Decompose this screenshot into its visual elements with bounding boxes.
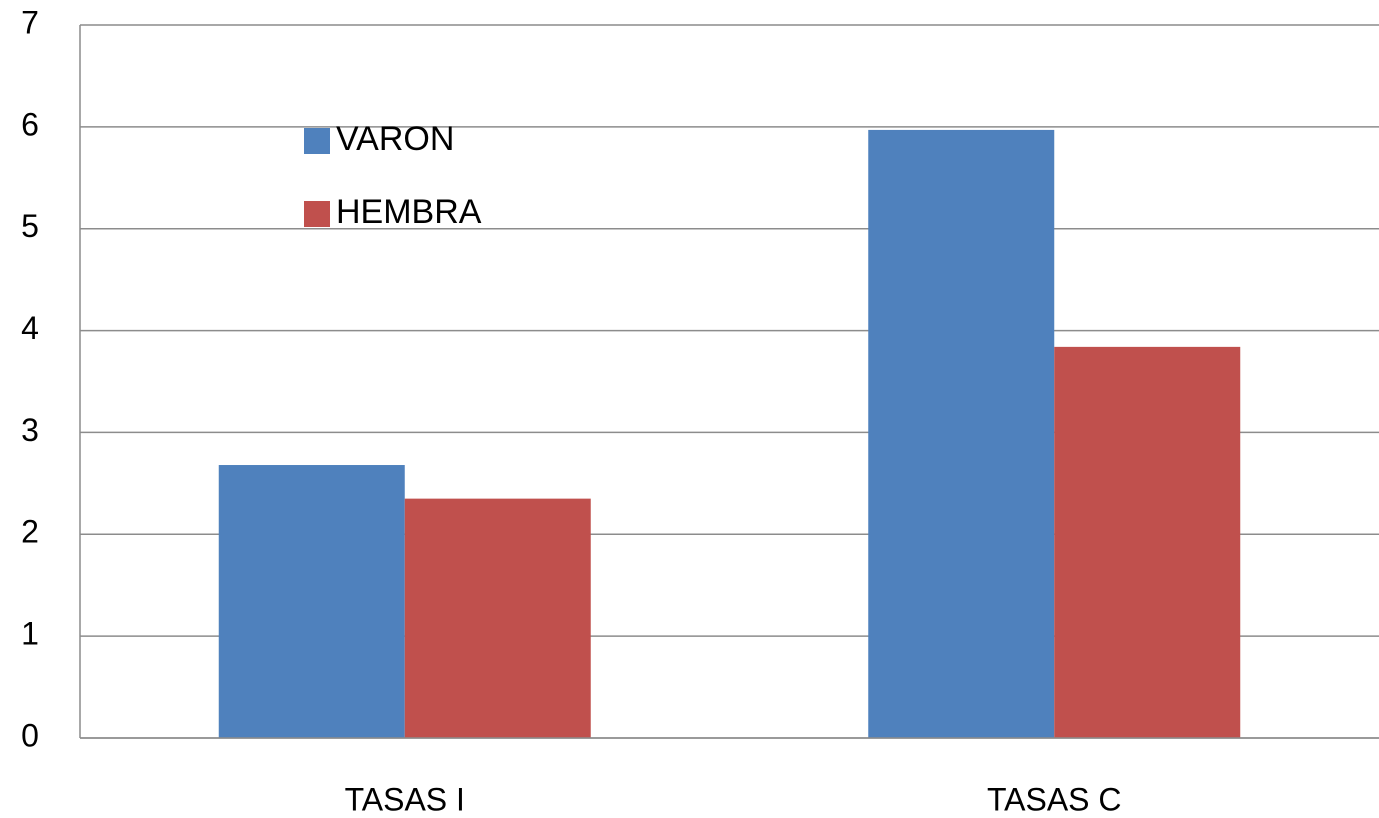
legend-label: HEMBRA	[336, 193, 482, 231]
bar	[218, 465, 405, 738]
y-tick-label: 6	[21, 106, 39, 142]
bar	[868, 129, 1055, 739]
x-tick-label: TASAS C	[987, 781, 1122, 817]
y-tick-label: 7	[21, 4, 39, 40]
y-tick-label: 1	[21, 616, 39, 652]
y-tick-label: 4	[21, 310, 39, 346]
x-tick-label: TASAS I	[345, 781, 465, 817]
bar	[1054, 346, 1241, 738]
y-tick-label: 5	[21, 208, 39, 244]
legend-swatch	[304, 128, 330, 154]
legend-swatch	[304, 201, 330, 227]
y-tick-label: 0	[21, 717, 39, 753]
bar	[404, 498, 591, 738]
legend-label: VARON	[336, 120, 454, 158]
y-tick-label: 3	[21, 412, 39, 448]
y-tick-label: 2	[21, 514, 39, 550]
